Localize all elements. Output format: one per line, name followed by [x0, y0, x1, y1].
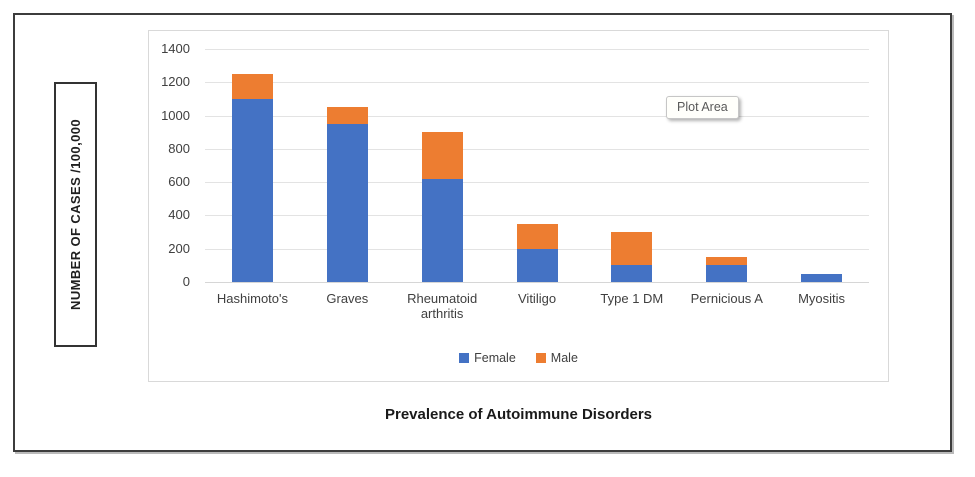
y-axis-tick-label: 600 [168, 174, 190, 190]
gridline-1400 [205, 49, 869, 50]
legend-item-male[interactable]: Male [535, 351, 578, 365]
y-axis-tick-label: 0 [182, 274, 190, 289]
female-bar-segment[interactable] [706, 265, 748, 282]
x-axis-line [205, 282, 869, 283]
male-bar-segment[interactable] [706, 257, 748, 266]
gridline-800 [205, 148, 869, 150]
legend-swatch-male [535, 353, 546, 363]
y-axis-title: NUMBER OF CASES /100,000 [68, 119, 83, 310]
female-bar-segment[interactable] [611, 265, 653, 282]
chart-title: Prevalence of Autoimmune Disorders [384, 406, 653, 423]
female-bar-segment[interactable] [421, 178, 463, 282]
y-axis-tick-label: 1400 [161, 41, 190, 56]
plot-area-tooltip: Plot Area [666, 96, 739, 119]
legend-swatch-female [459, 353, 470, 363]
y-axis-tick-label: 400 [168, 207, 190, 223]
legend-item-female[interactable]: Female [459, 351, 516, 365]
female-bar-segment[interactable] [231, 98, 273, 282]
x-category-label: Graves [326, 291, 369, 306]
female-bar-segment[interactable] [801, 273, 843, 282]
x-category-label: Type 1 DM [600, 291, 664, 306]
x-category-label: Pernicious A [690, 291, 763, 306]
female-bar-segment[interactable] [516, 248, 558, 282]
gridline-600 [205, 182, 869, 184]
gridline-400 [205, 215, 869, 217]
y-axis-tick-label: 1200 [161, 74, 190, 90]
x-category-label: Vitiligo [518, 291, 557, 306]
plot-area-tooltip-label: Plot Area [677, 100, 728, 114]
female-bar-segment[interactable] [326, 123, 368, 282]
chart-outer-frame: NUMBER OF CASES /100,000 Female Male Plot… [13, 13, 952, 452]
y-axis-tick-label: 200 [168, 240, 190, 256]
gridline-1200 [205, 82, 869, 84]
x-category-label: Hashimoto's [216, 291, 288, 306]
male-bar-segment[interactable] [611, 232, 653, 266]
chart-area[interactable]: Female Male Plot Area 0 200 400 600 800 1000 12… [148, 30, 889, 382]
male-bar-segment[interactable] [231, 74, 273, 99]
legend-label-female: Female [474, 351, 516, 365]
legend-label-male: Male [550, 351, 578, 365]
chart-legend: Female Male [149, 351, 888, 365]
male-bar-segment[interactable] [421, 132, 463, 179]
x-category-label: Rheumatoid arthritis [407, 291, 478, 321]
y-axis-tick-label: 800 [168, 140, 190, 156]
y-axis-tick-label: 1000 [161, 107, 190, 123]
gridline-1000 [205, 115, 869, 117]
y-axis-title-box: NUMBER OF CASES /100,000 [54, 82, 97, 347]
x-category-label: Myositis [798, 291, 846, 306]
male-bar-segment[interactable] [516, 223, 558, 249]
male-bar-segment[interactable] [326, 107, 368, 124]
